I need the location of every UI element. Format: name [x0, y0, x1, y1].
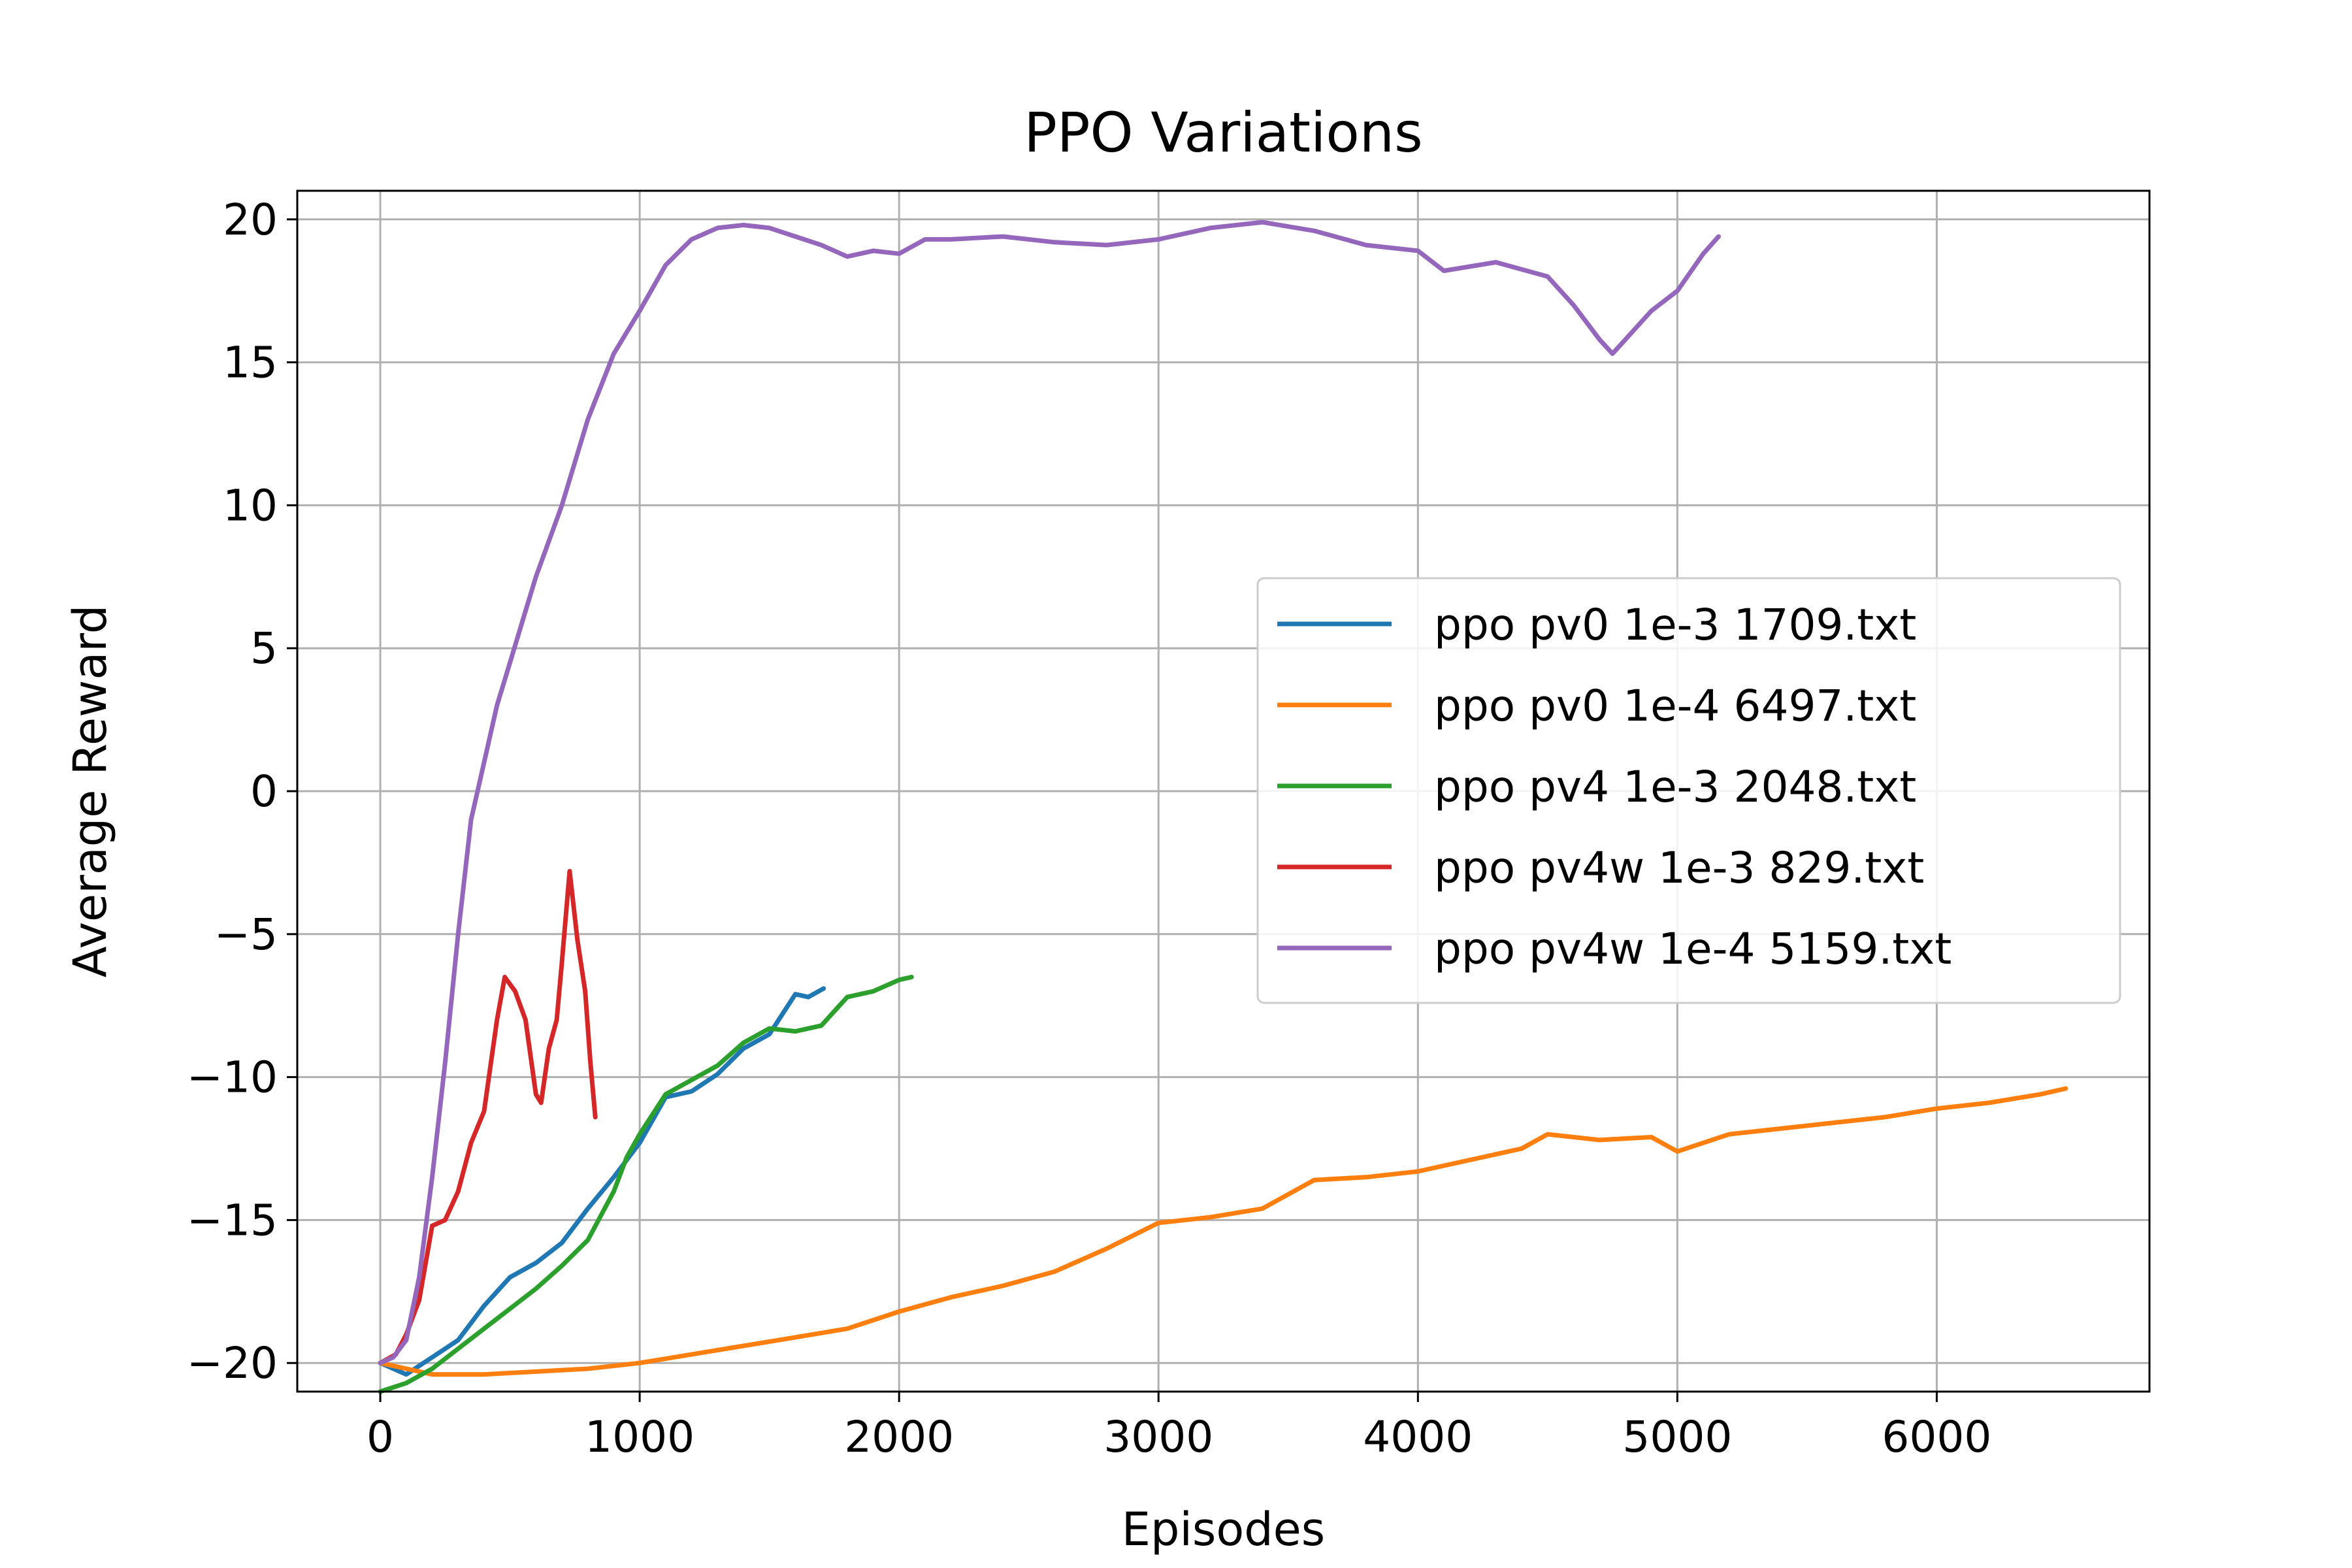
x-axis-title: Episodes: [1122, 1503, 1325, 1556]
x-tick-label: 2000: [844, 1412, 954, 1462]
x-tick-label: 3000: [1103, 1412, 1213, 1462]
y-tick-label: 5: [250, 623, 278, 674]
legend-label: ppo pv0 1e-3 1709.txt: [1434, 600, 1916, 650]
x-tick-label: 6000: [1882, 1412, 1991, 1462]
legend-label: ppo pv0 1e-4 6497.txt: [1434, 681, 1916, 731]
series-layer: [378, 220, 2068, 1394]
legend-box: [1256, 577, 2121, 1004]
series-line-5: [378, 220, 1721, 1365]
x-tick-label: 5000: [1622, 1412, 1732, 1462]
y-tick-label: 0: [250, 766, 278, 817]
series-line-4: [378, 869, 598, 1365]
legend: ppo pv0 1e-3 1709.txt ppo pv0 1e-4 6497.t…: [1256, 577, 2121, 1004]
ticks: 0 1000 2000 3000 4000 5000 6000 −20 −15 −10 −5 0 5 10…: [187, 195, 1992, 1462]
x-tick-label: 4000: [1363, 1412, 1473, 1462]
legend-label: ppo pv4 1e-3 2048.txt: [1434, 762, 1916, 812]
y-tick-label: −20: [187, 1338, 278, 1388]
y-tick-label: −5: [214, 909, 278, 960]
series-line-3: [378, 975, 914, 1394]
y-tick-label: 10: [223, 480, 278, 531]
y-axis-title: Average Reward: [63, 605, 117, 977]
series-line-2: [378, 1086, 2068, 1377]
x-tick-label: 1000: [585, 1412, 694, 1462]
legend-label: ppo pv4w 1e-4 5159.txt: [1434, 924, 1952, 974]
y-tick-label: 15: [223, 338, 278, 388]
chart-title: PPO Variations: [1024, 101, 1423, 165]
legend-label: ppo pv4w 1e-3 829.txt: [1434, 843, 1924, 893]
y-tick-label: −15: [187, 1195, 278, 1245]
y-tick-label: −10: [187, 1053, 278, 1103]
y-tick-label: 20: [223, 195, 278, 245]
x-tick-label: 0: [367, 1412, 394, 1462]
